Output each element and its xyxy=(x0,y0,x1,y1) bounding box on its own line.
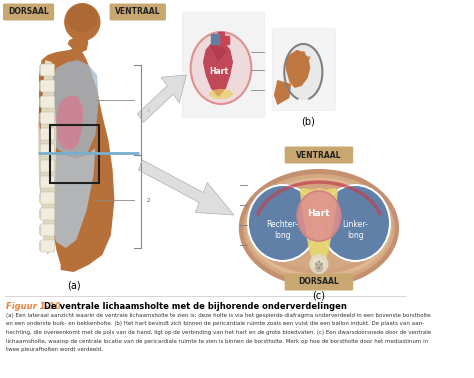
Polygon shape xyxy=(138,160,234,215)
Polygon shape xyxy=(41,60,56,255)
Ellipse shape xyxy=(209,89,233,99)
Ellipse shape xyxy=(315,264,323,272)
Text: (c): (c) xyxy=(312,290,326,300)
Text: DORSAAL: DORSAAL xyxy=(8,8,49,17)
FancyBboxPatch shape xyxy=(39,194,44,203)
Text: Rechter-
long: Rechter- long xyxy=(266,220,299,240)
Ellipse shape xyxy=(239,169,399,287)
Ellipse shape xyxy=(310,254,328,274)
Ellipse shape xyxy=(254,187,384,269)
FancyBboxPatch shape xyxy=(41,160,55,172)
FancyBboxPatch shape xyxy=(41,64,55,76)
Polygon shape xyxy=(48,148,95,248)
Text: (a) Een lateraal aanzicht waarin de ventrale lichaamsholte te zien is; deze holt: (a) Een lateraal aanzicht waarin de vent… xyxy=(6,313,431,318)
FancyBboxPatch shape xyxy=(39,146,44,155)
Polygon shape xyxy=(300,188,338,273)
Text: VENTRAAL: VENTRAAL xyxy=(115,8,161,17)
Ellipse shape xyxy=(306,56,310,60)
Ellipse shape xyxy=(291,53,295,57)
Text: en een onderste buik- en bekkenholte. (b) Het hart bevindt zich binnen de perica: en een onderste buik- en bekkenholte. (b… xyxy=(6,322,424,327)
Ellipse shape xyxy=(250,182,388,274)
Bar xyxy=(219,32,225,46)
Ellipse shape xyxy=(296,50,301,54)
Text: Hart: Hart xyxy=(308,209,330,218)
Ellipse shape xyxy=(247,184,318,262)
Ellipse shape xyxy=(315,262,318,265)
Text: Linker-
long: Linker- long xyxy=(342,220,368,240)
Polygon shape xyxy=(137,75,186,122)
Bar xyxy=(211,34,219,44)
Polygon shape xyxy=(204,40,232,96)
Ellipse shape xyxy=(296,190,341,242)
FancyBboxPatch shape xyxy=(109,3,166,20)
FancyBboxPatch shape xyxy=(41,192,55,204)
Text: Figuur 1-10: Figuur 1-10 xyxy=(6,302,61,311)
Bar xyxy=(50,125,99,183)
FancyBboxPatch shape xyxy=(39,98,44,107)
Ellipse shape xyxy=(318,266,320,270)
Text: lichaamsholte, waarop de centrale locatie van de pericardiale ruimte te zien is : lichaamsholte, waarop de centrale locati… xyxy=(6,339,428,344)
Text: DORSAAL: DORSAAL xyxy=(299,277,339,287)
Polygon shape xyxy=(49,60,99,158)
FancyBboxPatch shape xyxy=(41,80,55,92)
FancyBboxPatch shape xyxy=(39,242,44,251)
Bar xyxy=(272,28,335,110)
Polygon shape xyxy=(38,60,50,210)
FancyBboxPatch shape xyxy=(39,209,44,218)
Text: VENTRAAL: VENTRAAL xyxy=(296,150,342,160)
Ellipse shape xyxy=(64,3,100,41)
Polygon shape xyxy=(39,12,114,272)
Text: 2: 2 xyxy=(146,197,150,203)
Ellipse shape xyxy=(312,257,326,271)
FancyBboxPatch shape xyxy=(285,147,353,164)
Text: (b): (b) xyxy=(301,116,315,126)
Polygon shape xyxy=(286,50,310,88)
FancyBboxPatch shape xyxy=(41,208,55,220)
FancyBboxPatch shape xyxy=(41,224,55,236)
FancyBboxPatch shape xyxy=(39,82,44,90)
FancyBboxPatch shape xyxy=(41,128,55,140)
Text: De ventrale lichaamsholte met de bijhorende onderverdelingen: De ventrale lichaamsholte met de bijhore… xyxy=(44,302,347,311)
Ellipse shape xyxy=(320,262,323,265)
FancyBboxPatch shape xyxy=(41,176,55,188)
Ellipse shape xyxy=(67,4,98,32)
Text: (a): (a) xyxy=(67,280,81,290)
Ellipse shape xyxy=(320,184,391,262)
Ellipse shape xyxy=(246,178,392,278)
FancyBboxPatch shape xyxy=(41,112,55,124)
Polygon shape xyxy=(68,36,88,52)
FancyBboxPatch shape xyxy=(39,65,44,74)
FancyBboxPatch shape xyxy=(39,178,44,186)
FancyBboxPatch shape xyxy=(3,3,54,20)
FancyBboxPatch shape xyxy=(41,96,55,108)
FancyBboxPatch shape xyxy=(39,226,44,234)
Text: 1: 1 xyxy=(146,107,150,113)
Text: hechting, die overeenkomt met de pols van de hand, ligt op de verbinding van het: hechting, die overeenkomt met de pols va… xyxy=(6,330,431,335)
Ellipse shape xyxy=(301,51,306,55)
Polygon shape xyxy=(56,95,83,150)
Ellipse shape xyxy=(243,174,395,282)
Polygon shape xyxy=(274,80,291,105)
FancyBboxPatch shape xyxy=(39,130,44,138)
Bar xyxy=(182,12,264,117)
Ellipse shape xyxy=(284,44,322,100)
FancyBboxPatch shape xyxy=(39,113,44,122)
Text: twee pleurafholten wordt verdeeld.: twee pleurafholten wordt verdeeld. xyxy=(6,347,103,352)
FancyBboxPatch shape xyxy=(285,274,353,291)
Ellipse shape xyxy=(318,260,320,263)
FancyBboxPatch shape xyxy=(41,144,55,156)
FancyBboxPatch shape xyxy=(41,240,55,252)
Text: Hart: Hart xyxy=(210,68,229,76)
Ellipse shape xyxy=(191,32,251,104)
Bar xyxy=(224,36,229,44)
Polygon shape xyxy=(210,40,225,60)
FancyBboxPatch shape xyxy=(39,161,44,170)
